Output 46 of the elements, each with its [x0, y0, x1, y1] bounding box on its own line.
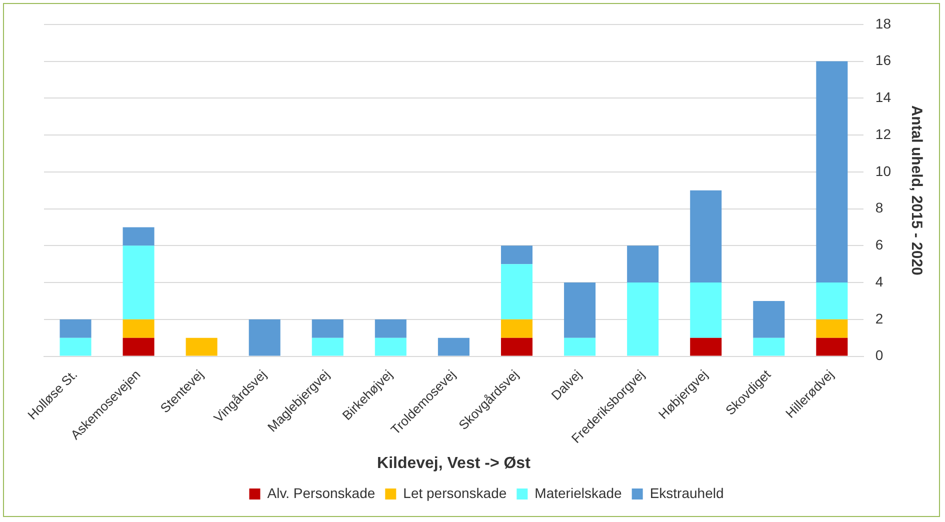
- y-tick-label: 2: [875, 310, 884, 326]
- y-tick-label: 12: [875, 126, 892, 142]
- bar: [122, 319, 154, 338]
- bar: [500, 264, 533, 320]
- y-tick-label: 4: [875, 273, 884, 290]
- bar: [186, 338, 218, 356]
- bar: [690, 338, 722, 356]
- bar: [60, 319, 92, 338]
- bar: [60, 338, 92, 356]
- bar: [500, 319, 533, 338]
- y-tick-label: 6: [875, 236, 884, 253]
- bar: [816, 282, 848, 320]
- bar: [690, 190, 722, 283]
- bar: [816, 319, 848, 338]
- legend-label: Alv. Personskade: [267, 484, 376, 501]
- y-axis-title: Antal uheld, 2015 - 2020: [908, 105, 925, 276]
- bar: [816, 338, 848, 356]
- bar: [312, 319, 344, 338]
- y-tick-label: 16: [875, 52, 892, 68]
- y-tick-label: 18: [875, 15, 892, 32]
- legend-label: Let personskade: [403, 484, 507, 501]
- bar: [374, 319, 406, 338]
- bar: [564, 338, 596, 356]
- bar: [500, 338, 533, 356]
- bar: [312, 338, 344, 356]
- bar: [122, 246, 154, 320]
- bar: [690, 282, 722, 338]
- y-tick-label: 14: [875, 89, 892, 106]
- legend-label: Materielskade: [534, 484, 622, 501]
- bar: [500, 246, 533, 264]
- bar: [122, 338, 154, 356]
- bar: [816, 61, 848, 283]
- bar: [248, 319, 280, 356]
- bar: [564, 282, 596, 338]
- bar: [627, 282, 659, 356]
- y-tick-label: 0: [875, 347, 884, 364]
- bar: [753, 338, 785, 356]
- bar: [627, 246, 659, 283]
- bar: [122, 227, 154, 246]
- bar: [374, 338, 406, 356]
- x-axis-title: Kildevej, Vest -> Øst: [377, 454, 532, 472]
- bar: [438, 338, 470, 356]
- y-tick-label: 8: [875, 200, 884, 216]
- y-tick-label: 10: [875, 162, 892, 179]
- bar: [753, 300, 785, 338]
- legend-label: Ekstrauheld: [650, 484, 724, 501]
